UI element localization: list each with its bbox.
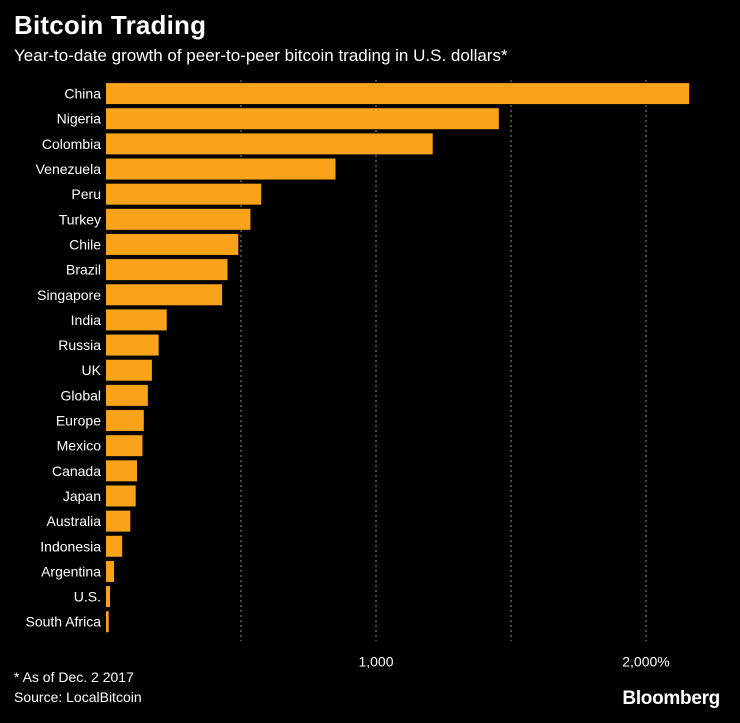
category-label: China — [64, 86, 101, 102]
x-tick-label: 1,000 — [358, 653, 393, 669]
category-label: Australia — [47, 513, 102, 529]
category-label: Peru — [71, 186, 101, 202]
bar-china — [106, 83, 690, 105]
category-label: Nigeria — [57, 111, 102, 127]
category-label: Global — [61, 387, 101, 403]
grid-lines — [240, 80, 647, 642]
bar-mexico — [106, 435, 143, 457]
category-label: UK — [82, 362, 102, 378]
bar-colombia — [106, 133, 433, 155]
category-label: Turkey — [59, 211, 101, 227]
category-label: Chile — [69, 236, 101, 252]
bar-peru — [106, 183, 262, 205]
bar-europe — [106, 410, 144, 432]
bar-australia — [106, 510, 131, 532]
bar-venezuela — [106, 158, 336, 180]
category-label: Singapore — [37, 287, 101, 303]
category-label: Mexico — [57, 438, 102, 454]
category-label: U.S. — [74, 589, 101, 605]
footnote: * As of Dec. 2 2017 Source: LocalBitcoin — [14, 667, 142, 707]
bar-india — [106, 309, 167, 331]
bar-japan — [106, 485, 136, 507]
chart-subtitle: Year-to-date growth of peer-to-peer bitc… — [14, 46, 508, 65]
x-tick-labels: 1,000 2,000% — [358, 653, 669, 669]
bar-canada — [106, 460, 138, 482]
bar-chile — [106, 233, 239, 255]
bar-south-africa — [106, 611, 109, 633]
category-label: Japan — [63, 488, 101, 504]
x-tick-label: 2,000% — [622, 653, 669, 669]
category-label: Brazil — [66, 262, 101, 278]
category-label: Russia — [58, 337, 101, 353]
category-label: Canada — [52, 463, 101, 479]
bar-global — [106, 384, 148, 406]
category-label: South Africa — [26, 614, 102, 630]
category-label: Indonesia — [40, 538, 101, 554]
bar-brazil — [106, 259, 228, 281]
bloomberg-logo: Bloomberg — [622, 688, 720, 709]
category-label: Venezuela — [36, 161, 102, 177]
category-label: Europe — [56, 413, 101, 429]
bar-u-s — [106, 586, 111, 608]
bar-argentina — [106, 560, 115, 582]
bar-turkey — [106, 208, 251, 230]
category-labels: China Nigeria Colombia Venezuela Peru Turkey C… — [26, 86, 102, 630]
bar-uk — [106, 359, 152, 381]
category-label: India — [71, 312, 102, 328]
bar-indonesia — [106, 535, 123, 557]
chart-title: Bitcoin Trading — [14, 10, 207, 40]
footnote-source: Source: LocalBitcoin — [14, 689, 142, 705]
category-label: Colombia — [42, 136, 101, 152]
bar-singapore — [106, 284, 223, 306]
bars — [106, 83, 690, 633]
bar-nigeria — [106, 108, 499, 130]
bar-russia — [106, 334, 159, 356]
category-label: Argentina — [41, 563, 101, 579]
footnote-note: * As of Dec. 2 2017 — [14, 669, 134, 685]
